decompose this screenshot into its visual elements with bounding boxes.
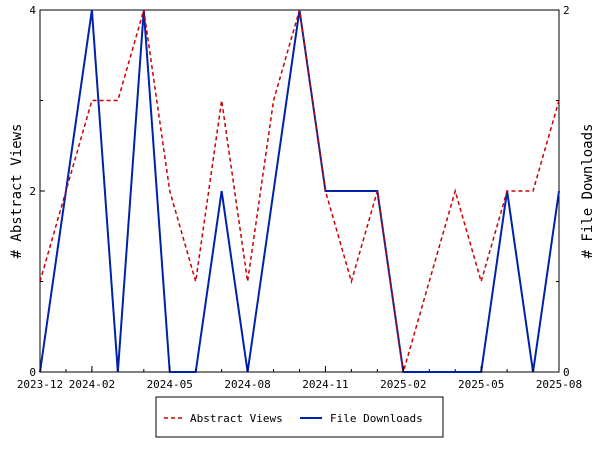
plot-frame: [39, 9, 560, 373]
x-tick-label: 2025-02: [380, 378, 426, 391]
y-right-tick-label: 2: [563, 4, 570, 17]
series-layer: [39, 9, 560, 373]
x-tick-label: 2024-02: [69, 378, 115, 391]
series-line-file-downloads: [39, 9, 560, 373]
x-tick-label: 2024-05: [147, 378, 193, 391]
ticks-layer: 2023-12 2024-02 2024-05 2024-08 2024-11 2025-…: [17, 4, 582, 391]
x-tick-label: 2025-05: [458, 378, 504, 391]
y-left-tick-label: 4: [29, 4, 36, 17]
series-line-abstract-views: [39, 9, 560, 373]
legend-label-file-downloads: File Downloads: [330, 412, 423, 425]
y-left-axis-title: # Abstract Views: [9, 124, 25, 259]
legend-label-abstract-views: Abstract Views: [190, 412, 283, 425]
x-tick-label: 2023-12: [17, 378, 63, 391]
y-right-axis-title: # File Downloads: [580, 124, 596, 259]
y-right-tick-label: 0: [563, 366, 570, 379]
y-left-tick-label: 2: [29, 185, 36, 198]
x-tick-label: 2024-08: [224, 378, 270, 391]
legend-box: [155, 396, 444, 438]
x-tick-label: 2024-11: [302, 378, 348, 391]
y-left-tick-label: 0: [29, 366, 36, 379]
legend: Abstract Views File Downloads: [155, 396, 444, 438]
x-tick-label: 2025-08: [536, 378, 582, 391]
